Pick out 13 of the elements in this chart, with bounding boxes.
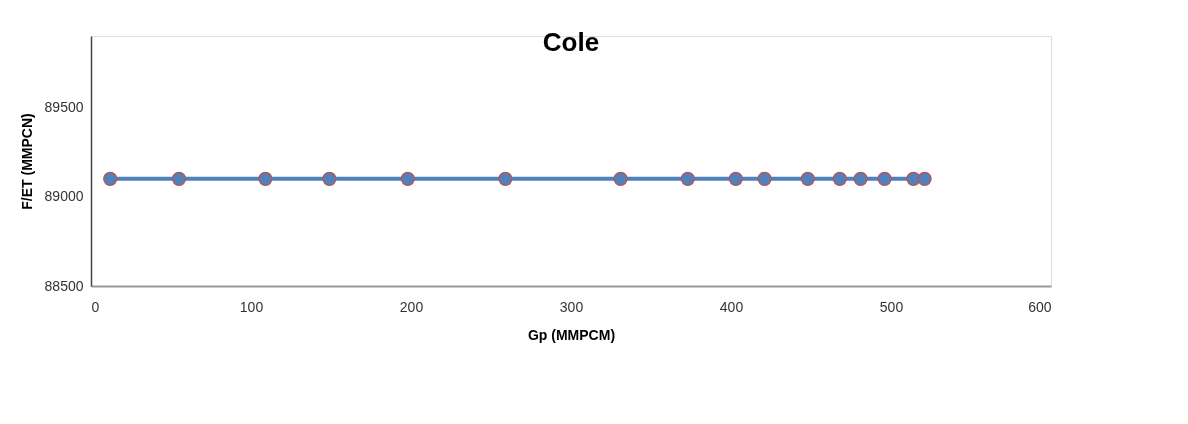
x-axis-title: Gp (MMPCM) bbox=[527, 326, 616, 343]
y-tick-label: 88500 bbox=[44, 277, 84, 294]
x-tick-label: 100 bbox=[239, 298, 264, 315]
x-tick-label: 300 bbox=[559, 298, 584, 315]
y-axis-title: F/ET (MMPCN) bbox=[18, 113, 35, 210]
y-tick-label: 89000 bbox=[44, 188, 84, 205]
x-tick-label: 600 bbox=[1028, 298, 1052, 315]
x-tick-label: 400 bbox=[719, 298, 744, 315]
x-tick-label: 500 bbox=[879, 298, 904, 315]
x-tick-label: 200 bbox=[399, 298, 424, 315]
y-tick-label: 89500 bbox=[44, 98, 84, 115]
chart-title: Cole bbox=[542, 27, 600, 57]
x-tick-label: 0 bbox=[91, 298, 100, 315]
